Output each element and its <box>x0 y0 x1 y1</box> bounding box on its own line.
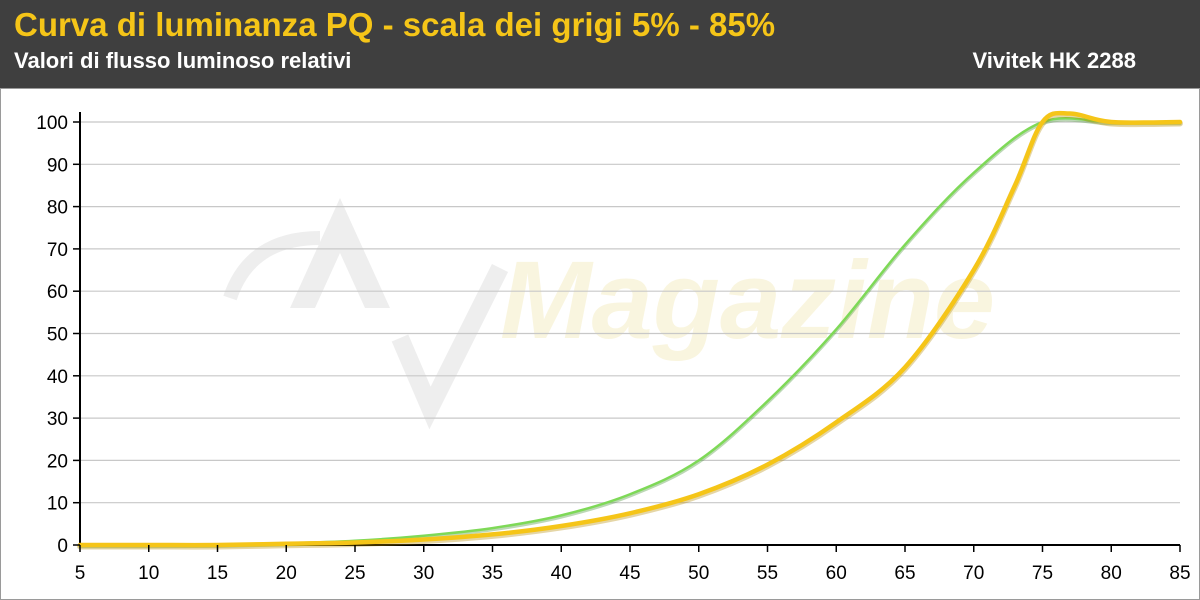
x-tick-label: 85 <box>1169 563 1190 584</box>
y-tick-label: 100 <box>36 113 68 134</box>
chart-header: Curva di luminanza PQ - scala dei grigi … <box>0 0 1200 88</box>
y-tick-label: 20 <box>47 451 68 472</box>
y-tick-label: 80 <box>47 198 68 219</box>
x-tick-label: 30 <box>413 563 434 584</box>
y-tick-label: 30 <box>47 409 68 430</box>
measured-curve <box>77 110 1183 548</box>
y-tick-label: 70 <box>47 240 68 261</box>
luminance-chart: Magazine 0 10 20 30 40 50 60 70 80 90 100 5 10 15 20 2… <box>0 88 1200 600</box>
device-model-label: Vivitek HK 2288 <box>972 48 1136 73</box>
x-axis-ticks: 5 10 15 20 25 30 35 40 45 50 55 60 65 70 75 80 85 <box>75 545 1191 584</box>
x-tick-label: 55 <box>757 563 778 584</box>
y-tick-label: 90 <box>47 155 68 176</box>
grid-lines <box>80 121 1180 504</box>
x-tick-label: 15 <box>207 563 228 584</box>
x-tick-label: 75 <box>1032 563 1053 584</box>
x-tick-label: 60 <box>826 563 847 584</box>
watermark: Magazine <box>223 198 995 430</box>
chart-subtitle: Valori di flusso luminoso relativi <box>14 48 352 73</box>
x-tick-label: 45 <box>619 563 640 584</box>
x-tick-label: 65 <box>894 563 915 584</box>
av-magazine-logo-icon <box>223 198 509 430</box>
y-tick-label: 10 <box>47 494 68 515</box>
x-tick-label: 50 <box>688 563 709 584</box>
y-tick-label: 0 <box>57 536 68 557</box>
x-tick-label: 35 <box>482 563 503 584</box>
x-tick-label: 70 <box>963 563 984 584</box>
watermark-text: Magazine <box>500 239 995 362</box>
y-tick-label: 50 <box>47 325 68 346</box>
chart-title: Curva di luminanza PQ - scala dei grigi … <box>14 6 776 43</box>
x-tick-label: 80 <box>1101 563 1122 584</box>
x-tick-label: 5 <box>75 563 86 584</box>
chart-frame <box>0 88 1200 600</box>
y-tick-label: 60 <box>47 282 68 303</box>
y-tick-label: 40 <box>47 367 68 388</box>
x-tick-label: 10 <box>138 563 159 584</box>
x-tick-label: 20 <box>276 563 297 584</box>
x-tick-label: 25 <box>344 563 365 584</box>
x-tick-label: 40 <box>551 563 572 584</box>
y-axis-ticks: 0 10 20 30 40 50 60 70 80 90 100 <box>36 113 80 557</box>
